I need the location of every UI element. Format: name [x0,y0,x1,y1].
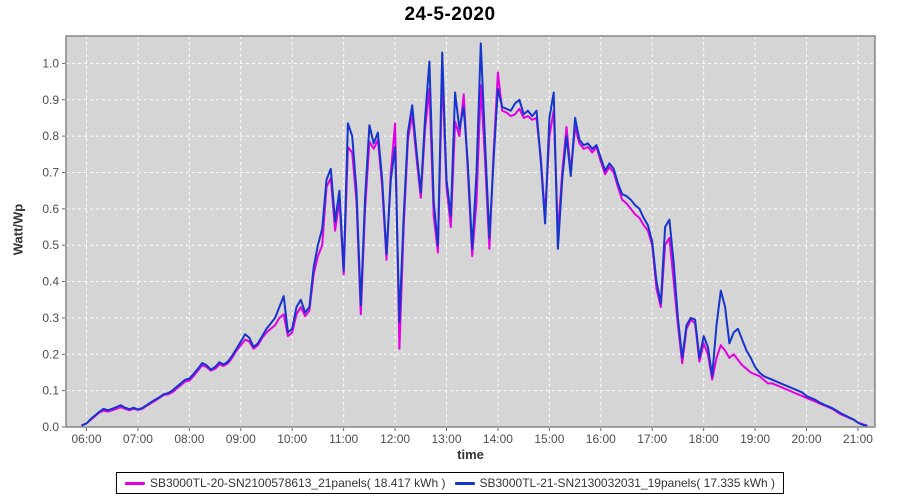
svg-text:20:00: 20:00 [792,432,822,446]
svg-text:0.5: 0.5 [42,238,59,252]
svg-text:1.0: 1.0 [42,56,59,70]
svg-text:21:00: 21:00 [843,432,873,446]
legend-line-swatch [124,481,145,485]
svg-text:0.4: 0.4 [42,275,59,289]
legend-line-swatch [454,481,475,485]
svg-text:06:00: 06:00 [71,432,101,446]
x-axis-label: time [457,447,484,462]
chart-title: 24-5-2020 [404,4,496,25]
svg-text:0.2: 0.2 [42,347,59,361]
svg-text:0.1: 0.1 [42,384,59,398]
svg-text:11:00: 11:00 [329,432,358,446]
svg-text:0.6: 0.6 [42,202,59,216]
svg-text:0.0: 0.0 [42,420,59,434]
svg-text:0.7: 0.7 [42,165,59,179]
svg-text:15:00: 15:00 [534,432,564,446]
svg-text:07:00: 07:00 [123,432,153,446]
svg-text:14:00: 14:00 [483,432,513,446]
svg-text:17:00: 17:00 [637,432,667,446]
legend-item-inverter-21: SB3000TL-21-SN2130032031_19panels( 17.33… [454,476,776,490]
svg-text:16:00: 16:00 [586,432,616,446]
svg-text:0.8: 0.8 [42,129,59,143]
svg-text:19:00: 19:00 [740,432,770,446]
legend: SB3000TL-20-SN2100578613_21panels( 18.41… [115,472,785,494]
legend-label: SB3000TL-21-SN2130032031_19panels( 17.33… [479,476,776,490]
svg-text:08:00: 08:00 [174,432,204,446]
svg-text:09:00: 09:00 [226,432,256,446]
y-axis-label: Watt/Wp [10,203,26,256]
svg-text:13:00: 13:00 [431,432,461,446]
legend-item-inverter-20: SB3000TL-20-SN2100578613_21panels( 18.41… [124,476,446,490]
svg-text:18:00: 18:00 [689,432,719,446]
legend-label: SB3000TL-20-SN2100578613_21panels( 18.41… [149,476,446,490]
svg-text:0.3: 0.3 [42,311,59,325]
svg-text:12:00: 12:00 [380,432,410,446]
svg-text:0.9: 0.9 [42,93,59,107]
svg-text:10:00: 10:00 [277,432,307,446]
